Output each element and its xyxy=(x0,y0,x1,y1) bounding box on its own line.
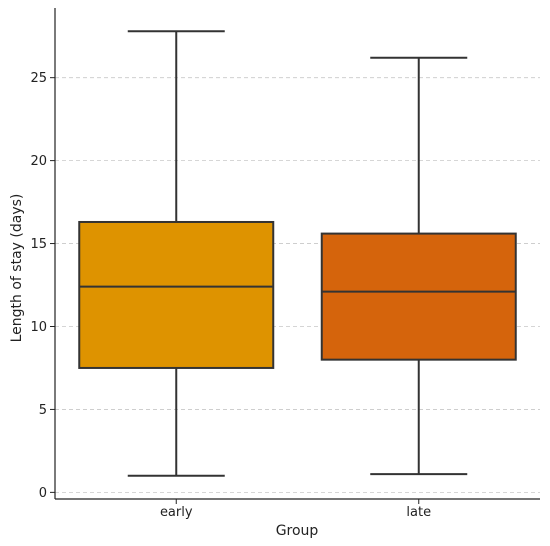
x-tick-label-late: late xyxy=(406,505,431,520)
y-tick-label-20: 20 xyxy=(30,154,47,169)
x-axis-title: Group xyxy=(276,523,319,539)
y-axis-title: Length of stay (days) xyxy=(9,194,25,343)
y-tick-label-25: 25 xyxy=(30,71,47,86)
y-tick-label-0: 0 xyxy=(39,486,47,501)
iqr-box-late xyxy=(320,232,517,361)
iqr-box-early xyxy=(78,220,275,369)
y-tick-label-15: 15 xyxy=(30,237,47,252)
y-tick-label-10: 10 xyxy=(30,320,47,335)
box-early xyxy=(78,30,275,477)
y-axis-ticks: 0 5 10 15 20 25 xyxy=(30,71,55,501)
box-late xyxy=(320,56,517,476)
y-tick-label-5: 5 xyxy=(39,403,47,418)
x-axis-ticks: early late xyxy=(160,499,431,520)
box-plot-area xyxy=(78,30,517,477)
x-tick-label-early: early xyxy=(160,505,193,520)
